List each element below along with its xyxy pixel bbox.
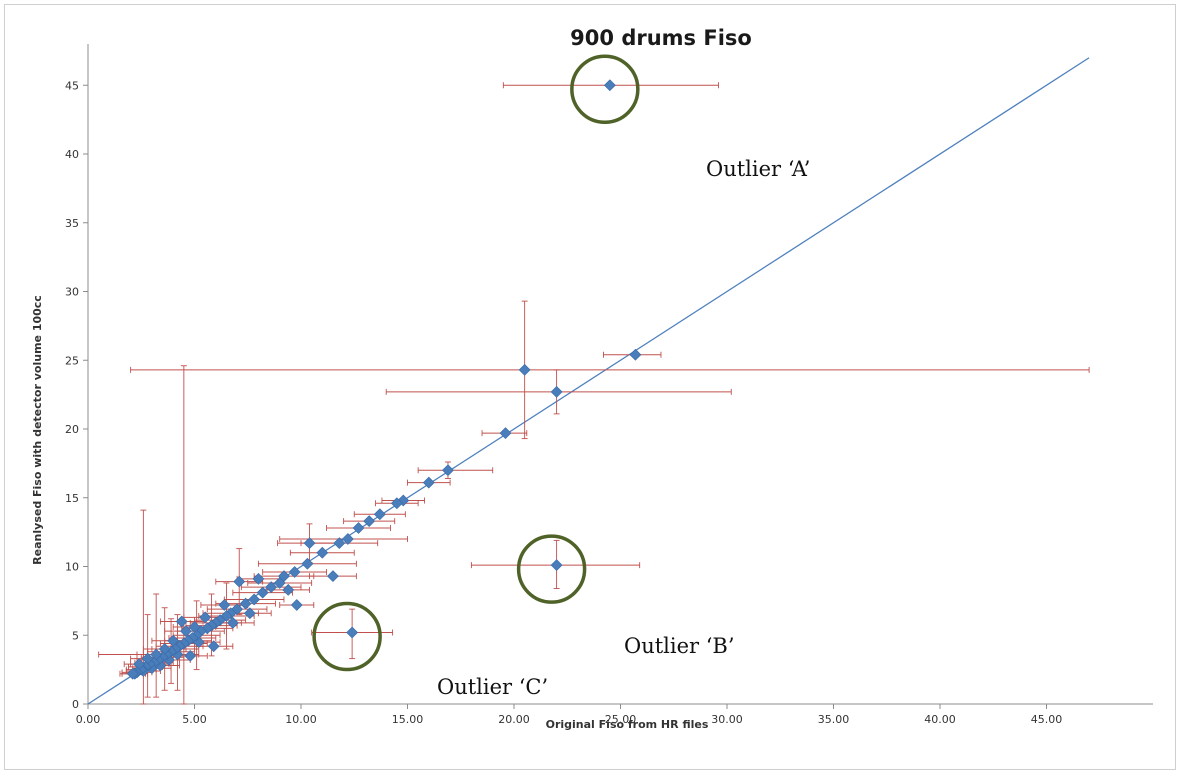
data-point: [288, 566, 301, 578]
data-point: [265, 581, 278, 594]
y-tick-label: 10: [65, 561, 79, 574]
chart-title: 900 drums Fiso: [570, 26, 752, 50]
data-point: [629, 348, 642, 361]
x-tick-label: 0.00: [76, 713, 101, 726]
outlier-c-label: Outlier ‘C’: [437, 675, 548, 699]
data-point: [233, 575, 246, 588]
y-tick-label: 45: [65, 79, 79, 92]
y-tick-label: 40: [65, 148, 79, 161]
data-point: [422, 476, 435, 489]
data-point: [442, 464, 454, 477]
data-point: [499, 427, 512, 440]
data-point: [346, 626, 359, 639]
data-point: [550, 385, 563, 398]
data-point: [363, 515, 376, 528]
data-point: [303, 537, 316, 550]
data-point: [373, 508, 386, 521]
x-axis-title: Original Fiso from HR files: [546, 718, 709, 731]
data-point: [184, 649, 197, 662]
data-point: [301, 557, 314, 570]
data-point: [603, 79, 616, 92]
data-point: [273, 577, 286, 589]
data-point: [239, 597, 252, 610]
data-point: [316, 546, 329, 559]
data-point: [126, 667, 139, 680]
outlier-a-circle: [570, 54, 640, 124]
data-point: [248, 593, 261, 606]
data-point: [199, 611, 212, 624]
y-tick-label: 25: [65, 354, 79, 367]
data-point: [252, 572, 265, 585]
data-point: [167, 634, 180, 647]
x-tick-label: 30.00: [711, 713, 743, 726]
y-tick-label: 0: [72, 698, 79, 711]
y-axis-title: Reanlysed Fiso with detector volume 100c…: [31, 295, 44, 565]
data-point: [256, 586, 269, 599]
data-point: [352, 522, 365, 534]
x-tick-label: 15.00: [392, 713, 424, 726]
data-point: [175, 615, 188, 628]
x-tick-label: 45.00: [1031, 713, 1063, 726]
x-tick-label: 10.00: [285, 713, 317, 726]
data-point: [180, 625, 192, 638]
data-point: [341, 533, 354, 545]
x-tick-label: 20.00: [498, 713, 530, 726]
data-point: [518, 363, 531, 376]
data-point: [290, 599, 303, 611]
data-point: [226, 616, 239, 629]
x-tick-label: 25.00: [605, 713, 637, 726]
data-point: [188, 621, 201, 633]
outlier-b-label: Outlier ‘B’: [624, 634, 735, 658]
x-tick-labels: 0.00 5.00 10.00 15.00 20.00 25.00 30.00 35.00 40…: [76, 713, 1063, 726]
data-point: [333, 537, 346, 550]
data-point: [207, 640, 220, 653]
data-points-group: [126, 79, 642, 680]
y-tick-label: 15: [65, 492, 79, 505]
outlier-b-circle: [516, 534, 587, 604]
data-point: [243, 607, 256, 620]
y-tick-labels: 0 5 10 15 20 25 30 35 40 45: [65, 79, 79, 711]
data-point: [327, 570, 339, 583]
outlier-a-label: Outlier ‘A’: [706, 157, 810, 181]
data-point: [390, 497, 403, 510]
x-tick-label: 5.00: [182, 713, 207, 726]
data-point: [550, 559, 563, 572]
y-tick-label: 5: [72, 629, 79, 642]
data-point: [282, 583, 295, 596]
y-tick-label: 30: [65, 286, 79, 299]
y-tick-label: 20: [65, 423, 79, 436]
data-point: [218, 599, 231, 611]
x-tick-label: 35.00: [818, 713, 850, 726]
x-tick-label: 40.00: [924, 713, 956, 726]
axes: [83, 44, 1153, 709]
outlier-circles-group: [312, 54, 640, 672]
y-tick-label: 35: [65, 217, 79, 230]
outlier-c-circle: [312, 601, 382, 672]
